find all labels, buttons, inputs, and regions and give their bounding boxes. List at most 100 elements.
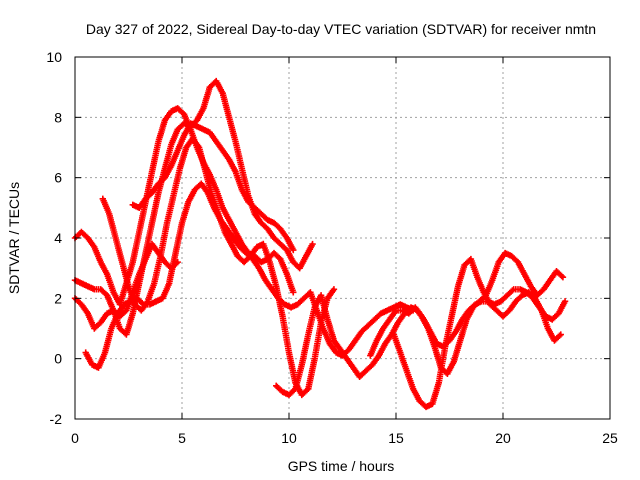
data-point (307, 333, 310, 336)
data-point (110, 327, 113, 330)
data-point (431, 402, 434, 406)
data-point (86, 312, 90, 315)
data-point (144, 257, 147, 261)
data-point (551, 318, 554, 321)
data-point (557, 312, 560, 315)
data-point (381, 327, 385, 330)
data-point (420, 315, 423, 318)
data-point (266, 227, 269, 231)
data-point (197, 146, 201, 149)
data-point (208, 131, 212, 134)
data-point (555, 269, 558, 273)
series-track-f (129, 120, 297, 254)
data-point (140, 309, 143, 312)
data-point (238, 245, 241, 249)
data-point (118, 303, 122, 306)
y-tick-label: -2 (50, 411, 63, 427)
x-tick-label: 15 (388, 430, 404, 446)
chart-title: Day 327 of 2022, Sidereal Day-to-day VTE… (86, 21, 596, 37)
data-point (298, 266, 301, 270)
data-point (150, 170, 154, 173)
data-point (114, 236, 117, 240)
data-point (176, 107, 179, 110)
data-point (561, 276, 565, 279)
data-point (399, 351, 402, 354)
data-point (200, 182, 203, 185)
series-track-d (82, 180, 417, 371)
data-point (510, 254, 513, 258)
data-point (495, 309, 498, 312)
data-point (116, 312, 120, 315)
data-point (259, 260, 263, 264)
data-point (157, 191, 160, 194)
data-point (255, 245, 259, 249)
data-point (163, 167, 167, 170)
data-point (204, 170, 207, 173)
data-point (99, 321, 102, 324)
data-point (131, 203, 134, 207)
data-point (506, 294, 509, 297)
data-point (373, 318, 376, 321)
data-point (215, 79, 218, 83)
data-point (93, 245, 96, 249)
data-point (352, 366, 355, 369)
y-tick-label: 0 (54, 351, 62, 367)
y-tick-label: 8 (54, 109, 62, 125)
y-tick-label: 10 (46, 49, 62, 65)
data-point (259, 212, 263, 216)
data-point (358, 375, 361, 378)
data-point (221, 149, 224, 152)
data-point (328, 342, 331, 345)
data-point (268, 260, 271, 264)
data-point (208, 85, 212, 89)
data-point (471, 306, 475, 309)
data-point (407, 312, 411, 315)
series-markers (82, 180, 417, 371)
data-point (392, 306, 396, 309)
data-point (399, 303, 402, 306)
axis-ticks: 0 5 10 15 20 25 -2 0 2 4 6 8 10 (46, 49, 618, 446)
data-point (247, 200, 250, 203)
data-point (302, 297, 306, 300)
data-point (456, 285, 460, 288)
data-point (80, 303, 83, 306)
data-point (118, 327, 122, 330)
data-point (120, 260, 124, 264)
data-point (253, 212, 256, 216)
data-point (424, 405, 428, 409)
data-point (193, 188, 197, 191)
data-point (529, 285, 533, 288)
data-point (364, 369, 368, 372)
data-point (309, 291, 312, 294)
data-point (172, 194, 175, 197)
data-point (215, 140, 218, 143)
data-point (138, 206, 141, 210)
data-point (272, 251, 276, 255)
data-point (105, 294, 109, 297)
data-point (236, 254, 239, 258)
data-point (165, 221, 169, 225)
data-point (257, 266, 261, 270)
data-point (377, 354, 381, 357)
data-point (170, 164, 173, 167)
data-point (112, 291, 115, 294)
data-point (285, 248, 289, 252)
data-point (527, 291, 530, 294)
data-point (465, 318, 468, 321)
data-point (274, 285, 278, 288)
data-point (300, 363, 304, 366)
data-point (452, 360, 455, 363)
data-point (185, 146, 188, 149)
data-point (80, 282, 83, 285)
data-point (266, 218, 269, 222)
data-point (394, 309, 398, 312)
data-point (159, 254, 162, 258)
data-point (259, 221, 263, 225)
data-point (176, 260, 179, 264)
data-point (112, 309, 115, 312)
data-point (144, 197, 147, 200)
data-point (514, 300, 518, 303)
data-point (170, 143, 173, 146)
data-point (347, 348, 351, 351)
data-point (202, 107, 205, 110)
